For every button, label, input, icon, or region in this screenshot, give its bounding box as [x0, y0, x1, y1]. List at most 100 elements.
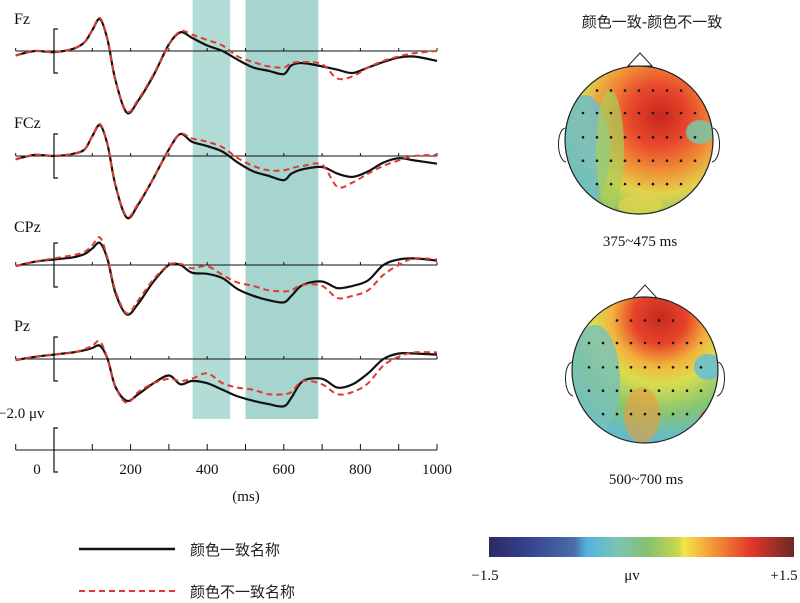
- right-ear-icon: [716, 361, 725, 397]
- scale-bracket: [53, 427, 58, 473]
- electrode-dot: [587, 341, 591, 345]
- electrode-dot: [651, 89, 655, 92]
- electrode-dot: [671, 319, 675, 322]
- electrode-dot: [581, 136, 585, 139]
- electrode-dot: [587, 366, 591, 369]
- electrode-dot: [657, 412, 661, 416]
- x-axis: 0 200 400 600 800 1000: [15, 427, 452, 478]
- electrode-dot: [623, 111, 627, 115]
- electrode-dot: [623, 159, 627, 162]
- electrode-dot: [643, 366, 647, 369]
- electrode-dot: [601, 412, 605, 416]
- colorbar-max-label: +1.5: [770, 568, 797, 584]
- electrode-dot: [623, 136, 627, 139]
- electrode-dot: [637, 136, 641, 139]
- electrode-dot: [679, 111, 683, 115]
- x-tick-label: 0: [33, 462, 41, 478]
- electrode-dot: [609, 89, 613, 92]
- electrode-dot: [587, 389, 591, 393]
- electrode-dot: [615, 389, 619, 393]
- electrode-dot: [693, 159, 697, 162]
- electrode-dot: [671, 341, 675, 345]
- x-tick-label: 600: [273, 462, 296, 478]
- electrode-dot: [657, 366, 661, 369]
- electrode-dot: [629, 341, 633, 345]
- electrode-dot: [679, 89, 683, 92]
- legend: 颜色一致名称 颜色不一致名称: [79, 541, 295, 601]
- highlight-window-1: [192, 0, 231, 419]
- electrode-dot: [665, 136, 669, 139]
- topomap-1: 375~475 ms: [558, 52, 720, 250]
- channel-cpz: CPz: [14, 219, 438, 316]
- channel-fcz: FCz: [14, 115, 438, 220]
- electrode-dot: [665, 182, 669, 186]
- x-tick-label: 400: [196, 462, 219, 478]
- series-incongruent-pz: [15, 339, 438, 405]
- electrode-dot: [623, 89, 627, 92]
- electrode-dot: [637, 89, 641, 92]
- electrode-dot: [595, 89, 599, 92]
- series-incongruent-fz: [15, 16, 438, 114]
- electrode-dot: [601, 366, 605, 369]
- electrode-dot: [637, 182, 641, 186]
- electrode-dot: [693, 136, 697, 139]
- electrode-dot: [637, 111, 641, 115]
- colorbar-gradient: [489, 537, 794, 557]
- electrode-dot: [685, 366, 689, 369]
- channel-label-pz: Pz: [14, 318, 30, 335]
- colorbar-min-label: −1.5: [471, 568, 498, 584]
- electrode-dot: [629, 319, 633, 322]
- electrode-dot: [629, 412, 633, 416]
- electrode-dot: [629, 366, 633, 369]
- legend-label-incongruent: 颜色不一致名称: [190, 583, 295, 601]
- electrode-dot: [657, 389, 661, 393]
- electrode-dot: [581, 159, 585, 162]
- series-incongruent-fcz: [15, 123, 438, 219]
- legend-label-congruent: 颜色一致名称: [190, 541, 280, 559]
- electrode-dot: [629, 389, 633, 393]
- electrode-dot: [679, 136, 683, 139]
- electrode-dot: [609, 136, 613, 139]
- electrode-dot: [615, 412, 619, 416]
- series-congruent-pz: [15, 344, 438, 408]
- electrode-dot: [671, 366, 675, 369]
- channel-label-fz: Fz: [14, 11, 30, 28]
- electrode-dot: [651, 136, 655, 139]
- electrode-dot: [665, 159, 669, 162]
- channel-label-fcz: FCz: [14, 115, 41, 132]
- electrode-dot: [651, 182, 655, 186]
- topomap-2-label: 500~700 ms: [609, 472, 684, 488]
- electrode-dot: [595, 111, 599, 115]
- nose-icon: [626, 52, 654, 67]
- electrode-dot: [643, 341, 647, 345]
- colorbar: −1.5 μv +1.5: [471, 537, 798, 584]
- electrode-dot: [651, 159, 655, 162]
- electrode-dot: [601, 341, 605, 345]
- nose-icon: [631, 284, 659, 299]
- electrode-dot: [665, 89, 669, 92]
- scale-label: −2.0 μv: [0, 406, 45, 422]
- electrode-dot: [615, 341, 619, 345]
- channel-fz: Fz: [14, 11, 438, 115]
- erp-waveforms: Fz FCz CPz Pz: [14, 11, 438, 408]
- electrode-dot: [609, 182, 613, 186]
- topomap-1-label: 375~475 ms: [603, 234, 678, 250]
- electrode-dot: [699, 341, 703, 345]
- electrode-dot: [665, 111, 669, 115]
- left-ear-icon: [565, 361, 574, 397]
- electrode-dot: [643, 412, 647, 416]
- electrode-dot: [685, 389, 689, 393]
- electrode-dot: [609, 111, 613, 115]
- right-ear-icon: [711, 127, 720, 163]
- electrode-dot: [595, 159, 599, 162]
- head-outline: [564, 65, 714, 215]
- electrode-dot: [609, 159, 613, 162]
- left-ear-icon: [558, 127, 567, 163]
- scale-bracket: [53, 242, 58, 288]
- electrode-dot: [651, 111, 655, 115]
- colorbar-unit-label: μv: [624, 568, 640, 584]
- electrode-dot: [595, 182, 599, 186]
- x-tick-label: 1000: [422, 462, 452, 478]
- electrode-dot: [657, 341, 661, 345]
